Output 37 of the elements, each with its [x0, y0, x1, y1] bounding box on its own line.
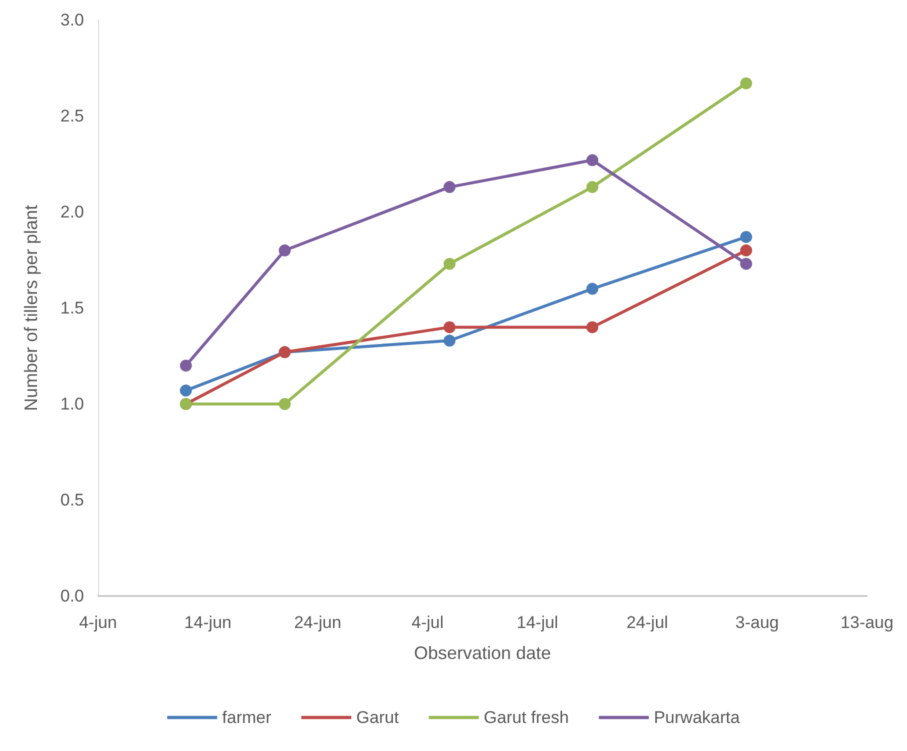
x-tick-label: 4-jul	[412, 613, 444, 632]
point	[278, 398, 291, 410]
x-tick-label: 3-aug	[735, 613, 779, 632]
y-axis-title: Number of tillers per plant	[21, 204, 41, 412]
x-tick-label: 14-jul	[516, 613, 558, 632]
point	[740, 230, 752, 243]
point	[444, 258, 456, 270]
point	[444, 321, 456, 334]
point	[740, 244, 752, 256]
y-tick-label: 0.5	[60, 490, 84, 510]
x-axis-title: Observation date	[414, 643, 552, 663]
point	[444, 334, 456, 347]
point	[740, 258, 752, 270]
y-tick-label: 2.5	[60, 106, 84, 126]
x-tick-label: 4-jun	[79, 613, 117, 632]
point	[586, 181, 598, 194]
point	[586, 282, 598, 295]
point	[278, 244, 291, 256]
point	[740, 77, 752, 90]
y-tick-label: 1.0	[60, 394, 84, 414]
point	[180, 360, 192, 372]
y-tick-label: 2.0	[60, 202, 84, 222]
y-tick-label: 3.0	[60, 10, 84, 30]
x-tick-label: 24-jun	[294, 613, 342, 632]
point	[180, 384, 192, 397]
legend-label: Purwakarta	[654, 708, 740, 727]
x-tick-label: 14-jun	[184, 613, 232, 632]
y-tick-label: 1.5	[60, 298, 84, 318]
legend-label: farmer	[222, 708, 272, 727]
x-tick-label: 24-jul	[626, 613, 668, 632]
legend-label: Garut	[356, 708, 400, 727]
y-tick-label: 0.0	[60, 586, 84, 606]
legend-label: Garut fresh	[484, 708, 569, 727]
point	[444, 181, 456, 194]
point	[586, 321, 598, 334]
point	[586, 154, 598, 166]
x-tick-label: 13-aug	[840, 613, 894, 632]
